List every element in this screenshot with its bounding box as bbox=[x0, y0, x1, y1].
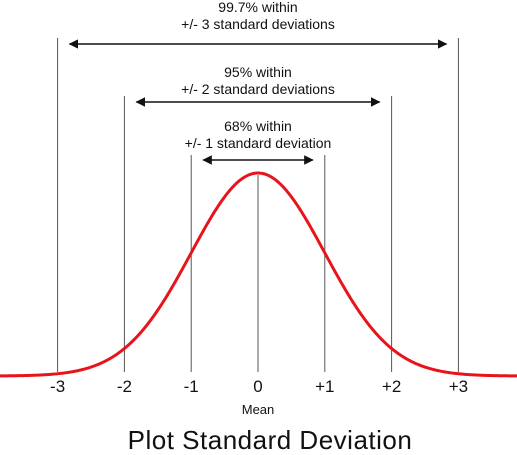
x-tick-label-2: -1 bbox=[184, 377, 199, 396]
x-tick-label-6: +3 bbox=[449, 377, 468, 396]
x-tick-label-1: -2 bbox=[117, 377, 132, 396]
band-label-3sd-2: +/- 3 standard deviations bbox=[181, 16, 335, 32]
x-tick-labels: -3 -2 -1 0 +1 +2 +3 bbox=[50, 377, 468, 396]
x-tick-label-5: +2 bbox=[382, 377, 401, 396]
band-arrows bbox=[68, 39, 448, 165]
band-label-1sd-2: +/- 1 standard deviation bbox=[185, 135, 332, 151]
band-labels: 68% within+/- 1 standard deviation 95% wi… bbox=[181, 0, 335, 151]
chart-title: Plot Standard Deviation bbox=[128, 425, 413, 455]
x-tick-label-4: +1 bbox=[315, 377, 334, 396]
normal-curve bbox=[0, 171, 517, 378]
band-label-2sd-1: 95% within bbox=[224, 64, 292, 80]
band-label-2sd-2: +/- 2 standard deviations bbox=[181, 81, 335, 97]
band-label-1sd-1: 68% within bbox=[224, 118, 292, 134]
x-tick-label-0: -3 bbox=[50, 377, 65, 396]
x-axis-label: Mean bbox=[242, 402, 275, 417]
sigma-lines bbox=[57, 38, 459, 372]
x-tick-label-3: 0 bbox=[253, 377, 262, 396]
band-label-3sd-1: 99.7% within bbox=[218, 0, 297, 15]
